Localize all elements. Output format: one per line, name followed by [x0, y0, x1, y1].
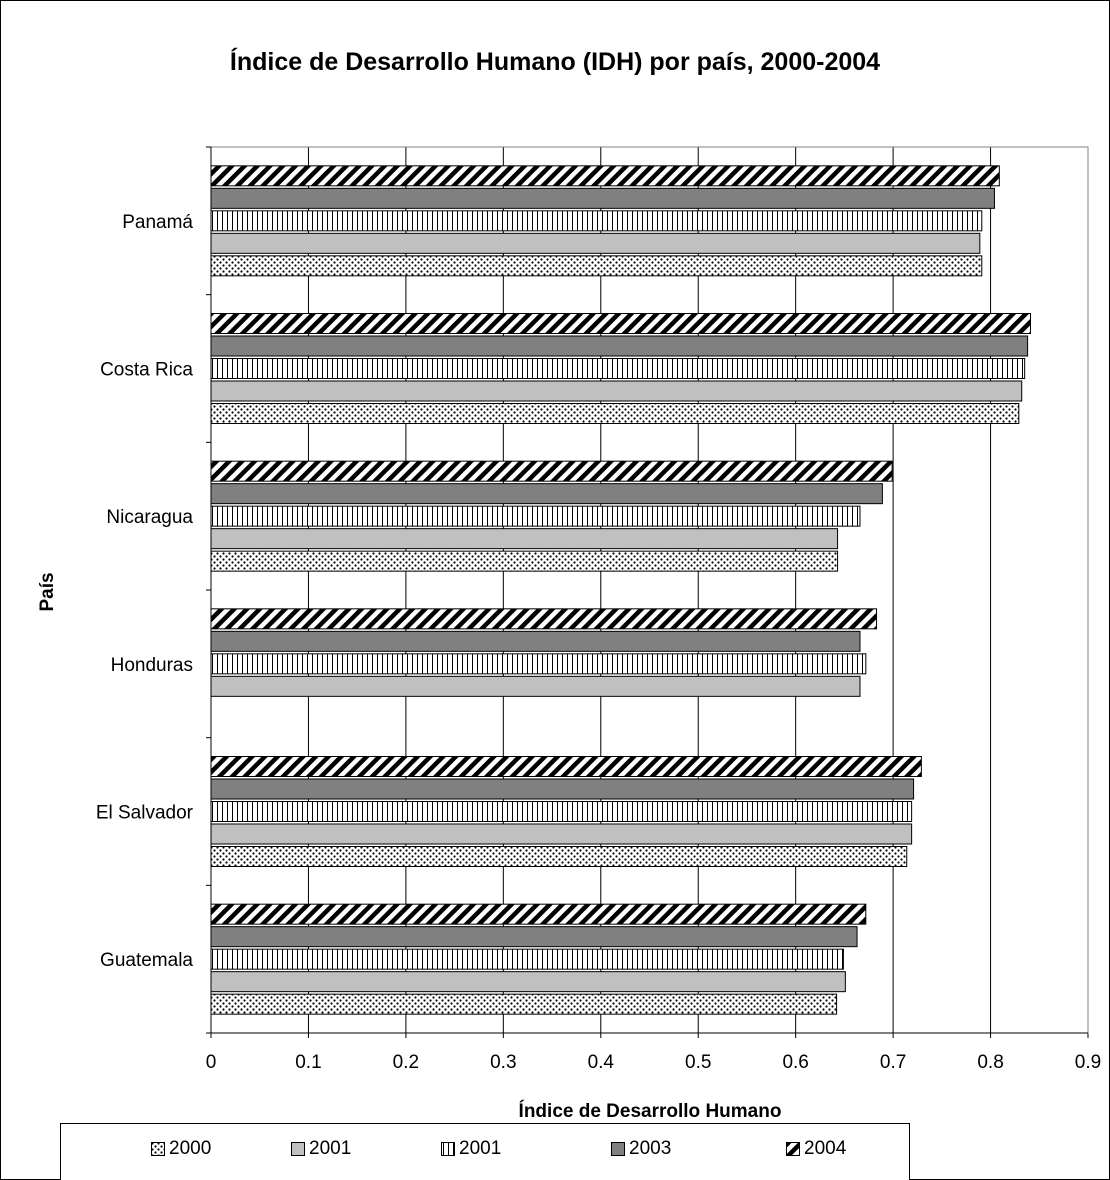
- bar-guatemala-2004-4: [210, 903, 867, 925]
- y-tick-label-guatemala: Guatemala: [100, 950, 193, 971]
- bar-panamá-2001-1: [210, 232, 981, 254]
- bar-nicaragua-2001-1: [210, 528, 839, 550]
- bar-nicaragua-2000-0: [210, 550, 839, 572]
- legend-label: 2003: [629, 1138, 672, 1159]
- bar-panamá-2000-0: [210, 255, 983, 277]
- legend-label: 2001: [459, 1138, 502, 1159]
- bar-guatemala-2000-0: [210, 993, 838, 1015]
- x-tick-label-0.4: 0.4: [588, 1052, 615, 1073]
- plot-area-border: [210, 146, 1089, 1034]
- bar-el-salvador-2001-1: [210, 823, 913, 845]
- bar-el-salvador-2004-4: [210, 756, 922, 777]
- x-tick-label-0.2: 0.2: [393, 1052, 419, 1073]
- bar-el-salvador-2000-0: [210, 846, 908, 867]
- y-axis-title: País: [37, 572, 58, 611]
- legend-label: 2001: [309, 1138, 352, 1159]
- legend-swatch: [611, 1142, 625, 1156]
- x-tick-label-0.6: 0.6: [782, 1052, 808, 1073]
- x-tick-label-0.5: 0.5: [685, 1052, 711, 1073]
- axis-labels: 0 0.1 0.2 0.3 0.4 0.5 0.6 0.7 0.8 0.9 Panamá Costa …: [96, 212, 1101, 1073]
- legend-swatch: [786, 1142, 800, 1156]
- x-tick-label-0.7: 0.7: [880, 1052, 906, 1073]
- legend-item-2001-1: 2001: [291, 1138, 351, 1160]
- legend: 2000 2001 2001 2003 2004: [60, 1123, 910, 1180]
- x-tick-label-0.1: 0.1: [295, 1052, 321, 1073]
- bar-nicaragua-2004-4: [210, 460, 893, 482]
- y-tick-label-honduras: Honduras: [111, 655, 193, 676]
- bar-guatemala-2003-3: [210, 926, 858, 948]
- bar-costa-rica-2003-3: [210, 335, 1029, 357]
- bar-panamá-2003-3: [210, 187, 995, 209]
- bar-nicaragua-2001-2: [210, 505, 861, 527]
- x-tick-label-0: 0: [206, 1052, 217, 1073]
- bar-panamá-2001-2: [210, 210, 983, 232]
- legend-item-2004-4: 2004: [786, 1138, 846, 1160]
- bars: [210, 165, 1032, 1015]
- y-tick-label-el-salvador: El Salvador: [96, 803, 194, 824]
- bar-costa-rica-2001-2: [210, 358, 1026, 379]
- axes: [206, 146, 1089, 1038]
- x-tick-label-0.8: 0.8: [977, 1052, 1003, 1073]
- legend-item-2000-0: 2000: [151, 1138, 211, 1160]
- y-tick-label-costa-rica: Costa Rica: [100, 360, 193, 381]
- bar-guatemala-2001-2: [210, 948, 844, 970]
- legend-swatch: [291, 1142, 305, 1156]
- y-tick-label-nicaragua: Nicaragua: [106, 507, 193, 528]
- x-tick-label-0.9: 0.9: [1075, 1052, 1101, 1073]
- legend-swatch: [441, 1142, 455, 1156]
- legend-label: 2004: [804, 1138, 847, 1159]
- bar-costa-rica-2001-1: [210, 380, 1023, 402]
- legend-swatch: [151, 1142, 165, 1156]
- bar-honduras-2004-4: [210, 608, 878, 630]
- bar-el-salvador-2003-3: [210, 778, 915, 800]
- x-tick-label-0.3: 0.3: [490, 1052, 516, 1073]
- x-axis-title: Índice de Desarrollo Humano: [519, 1100, 782, 1122]
- bar-costa-rica-2000-0: [210, 403, 1020, 424]
- legend-label: 2000: [169, 1138, 212, 1159]
- grid-lines: [307, 147, 1089, 1033]
- y-tick-label-panamá: Panamá: [122, 212, 193, 233]
- bar-honduras-2001-1: [210, 675, 861, 697]
- bar-nicaragua-2003-3: [210, 483, 883, 505]
- bar-guatemala-2001-1: [210, 971, 846, 993]
- bar-panamá-2004-4: [210, 165, 1000, 187]
- legend-item-2003-3: 2003: [611, 1138, 671, 1160]
- bar-costa-rica-2004-4: [210, 313, 1032, 334]
- bar-honduras-2001-2: [210, 653, 867, 675]
- bar-honduras-2003-3: [210, 630, 861, 652]
- chart-title: Índice de Desarrollo Humano (IDH) por pa…: [229, 48, 881, 76]
- legend-item-2001-2: 2001: [441, 1138, 501, 1160]
- bar-el-salvador-2001-2: [210, 801, 913, 822]
